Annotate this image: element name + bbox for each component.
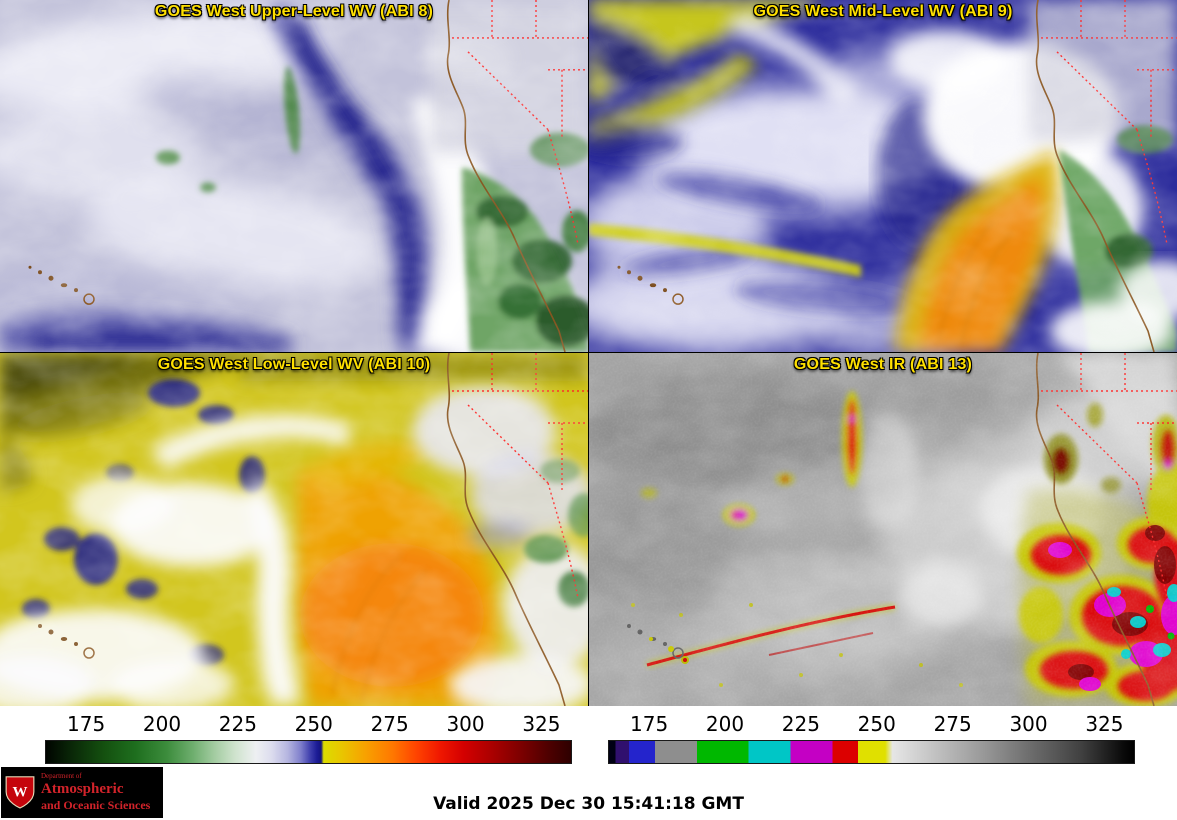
tick-label: 325 xyxy=(522,712,561,736)
satellite-image-abi10 xyxy=(0,353,588,706)
quad-panel-grid: GOES West Upper-Level WV (ABI 8) xyxy=(0,0,1177,706)
panel-upper-level-wv: GOES West Upper-Level WV (ABI 8) xyxy=(0,0,588,352)
satellite-image-abi13 xyxy=(589,353,1177,706)
satellite-image-abi9 xyxy=(589,0,1177,352)
tick-label: 325 xyxy=(1085,712,1124,736)
panel-title-abi13: GOES West IR (ABI 13) xyxy=(793,356,973,373)
tick-label: 200 xyxy=(705,712,745,736)
tick-label: 300 xyxy=(1009,712,1048,736)
panel-ir: GOES West IR (ABI 13) xyxy=(589,353,1177,706)
wv-colorbar xyxy=(45,740,572,764)
ir-colorbar xyxy=(608,740,1135,764)
tick-label: 200 xyxy=(142,712,182,736)
uw-crest-icon: W xyxy=(5,775,35,809)
panel-low-level-wv: GOES West Low-Level WV (ABI 10) xyxy=(0,353,588,706)
crest-letter: W xyxy=(13,784,28,800)
tick-label: 250 xyxy=(857,712,896,736)
wv-colorbar-ticks: 175 200 225 250 275 300 325 xyxy=(45,708,572,740)
logo-line-dept: Department of xyxy=(41,772,82,780)
tick-label: 225 xyxy=(781,712,820,736)
tick-label: 250 xyxy=(294,712,333,736)
panel-title-abi8: GOES West Upper-Level WV (ABI 8) xyxy=(154,3,434,20)
tick-label: 175 xyxy=(630,712,669,736)
panel-title-abi9: GOES West Mid-Level WV (ABI 9) xyxy=(753,3,1013,20)
footer: 175 200 225 250 275 300 325 175 200 225 … xyxy=(0,706,1177,820)
ir-colorbar-ticks: 175 200 225 250 275 300 325 xyxy=(608,708,1135,740)
valid-time-label: Valid 2025 Dec 30 15:41:18 GMT xyxy=(433,794,744,814)
tick-label: 275 xyxy=(933,712,972,736)
tick-label: 275 xyxy=(370,712,409,736)
panel-title-abi10: GOES West Low-Level WV (ABI 10) xyxy=(157,356,431,373)
uw-aos-logo: W Department of Atmospheric and Oceanic … xyxy=(1,767,163,818)
tick-label: 175 xyxy=(67,712,106,736)
tick-label: 300 xyxy=(446,712,485,736)
logo-text: Department of Atmospheric and Oceanic Sc… xyxy=(41,772,150,813)
wv-colorbar-group: 175 200 225 250 275 300 325 xyxy=(45,708,572,764)
logo-line-oceanic: and Oceanic Sciences xyxy=(41,798,151,812)
satellite-image-abi8 xyxy=(0,0,588,352)
tick-label: 225 xyxy=(218,712,257,736)
logo-line-atmos: Atmospheric xyxy=(41,781,124,797)
panel-mid-level-wv: GOES West Mid-Level WV (ABI 9) xyxy=(589,0,1177,352)
ir-colorbar-group: 175 200 225 250 275 300 325 xyxy=(608,708,1135,764)
